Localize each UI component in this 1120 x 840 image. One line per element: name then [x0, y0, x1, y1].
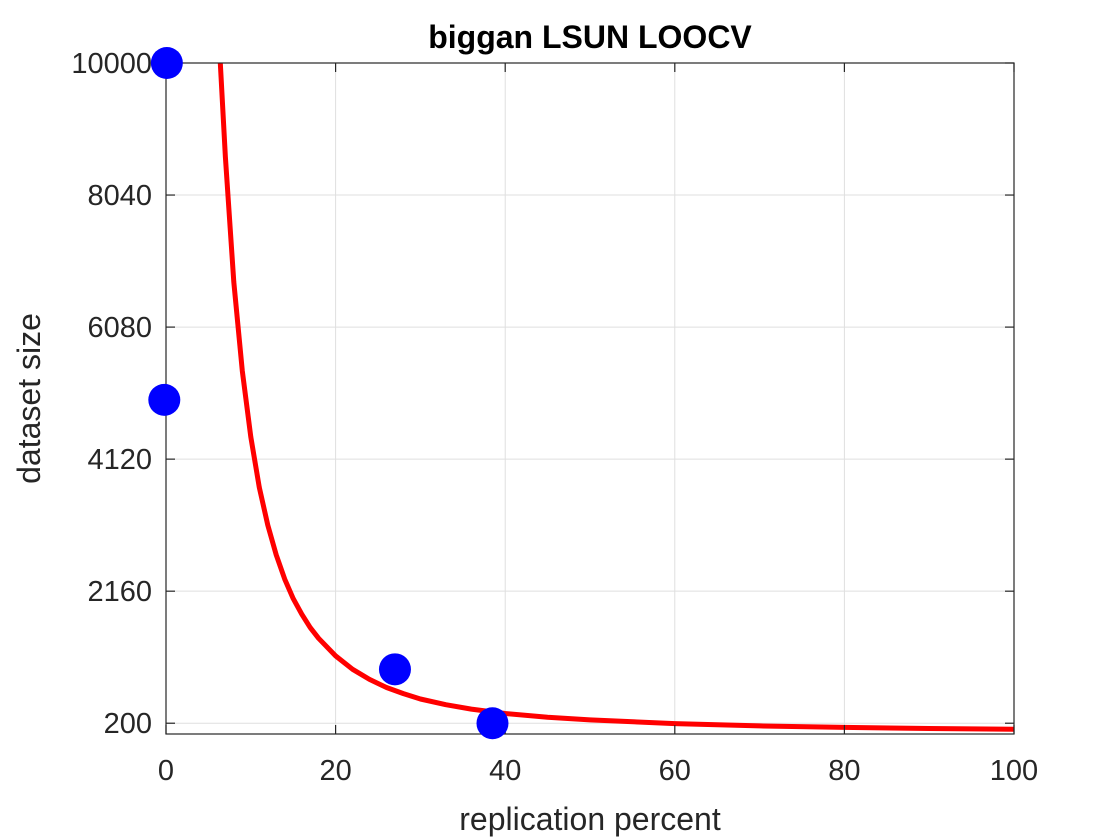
fitted-curve-layer: [217, 62, 1015, 732]
y-tick-label: 200: [104, 708, 152, 740]
data-point: [150, 47, 183, 79]
x-tick-label: 100: [990, 755, 1038, 787]
x-axis-title: replication percent: [459, 801, 721, 837]
data-points-layer: [148, 47, 509, 740]
x-tick-label: 40: [489, 755, 521, 787]
x-tick-label: 80: [828, 755, 860, 787]
data-point: [476, 707, 509, 740]
data-point: [148, 383, 181, 416]
data-point: [378, 653, 411, 686]
y-tick-label: 2160: [87, 576, 152, 608]
x-tick-label: 60: [659, 755, 691, 787]
x-tick-label: 20: [319, 755, 351, 787]
chart-title: biggan LSUN LOOCV: [428, 19, 752, 55]
x-tick-label: 0: [158, 755, 174, 787]
fitted-curve-line: [217, 62, 1015, 732]
y-axis-title: dataset size: [11, 313, 47, 484]
y-tick-label: 10000: [71, 48, 152, 80]
y-tick-label: 4120: [87, 444, 152, 476]
y-tick-label: 8040: [87, 180, 152, 212]
y-tick-label: 6080: [87, 312, 152, 344]
